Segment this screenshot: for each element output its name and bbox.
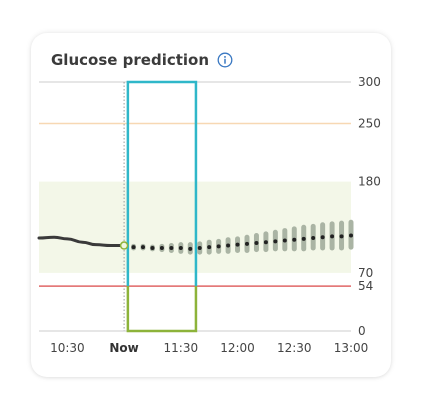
highlight-window-upper [126,80,198,287]
prediction-point-1 [141,245,145,250]
y-tick-180: 180 [358,175,381,189]
prediction-point-9 [216,244,221,249]
prediction-point-17 [292,237,297,242]
prediction-point-12 [245,241,249,246]
prediction-point-4 [169,246,174,250]
prediction-point-14 [263,240,268,245]
x-tick-1230: 12:30 [277,341,312,355]
prediction-point-13 [254,241,259,246]
highlight-window-lower [126,286,198,333]
prediction-point-8 [207,245,212,250]
prediction-point-21 [330,234,335,239]
prediction-point-11 [235,242,240,247]
prediction-point-10 [226,243,231,248]
now-marker [119,241,129,250]
prediction-point-22 [339,234,344,239]
x-tick-now: Now [109,341,138,355]
prediction-point-18 [301,236,306,241]
prediction-point-23 [349,233,353,238]
y-tick-300: 300 [358,75,381,89]
info-icon[interactable] [217,52,233,68]
y-tick-0: 0 [358,324,366,338]
x-tick-1300: 13:00 [334,341,369,355]
history-line [37,235,126,248]
prediction-point-0 [131,245,136,250]
prediction-point-5 [178,246,183,250]
y-tick-54: 54 [358,279,373,293]
card-title: Glucose prediction [51,51,210,69]
prediction-point-2 [150,246,155,250]
prediction-point-19 [311,236,316,241]
prediction-point-20 [320,235,325,240]
x-tick-1200: 12:00 [220,341,255,355]
y-tick-250: 250 [358,117,381,131]
prediction-point-15 [273,239,278,244]
prediction-point-6 [188,246,193,251]
prediction-point-16 [282,238,287,243]
y-tick-70: 70 [358,266,373,280]
prediction-point-7 [197,246,202,250]
glucose-prediction-card: Glucose prediction 0 54 70 180 250 300 10:30 No… [31,33,391,377]
prediction-point-3 [159,246,164,250]
x-tick-1030: 10:30 [50,341,85,355]
x-tick-1130: 11:30 [164,341,199,355]
card-header: Glucose prediction [51,51,233,69]
